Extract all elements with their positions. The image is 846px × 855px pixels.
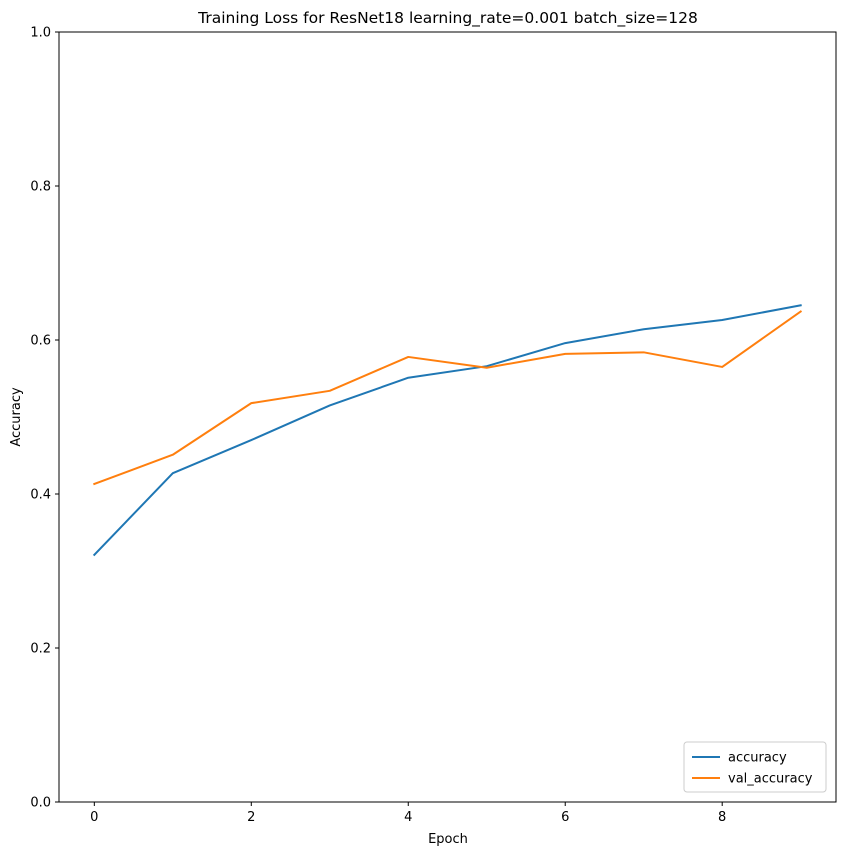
- y-tick-label: 0.0: [30, 796, 51, 811]
- x-tick-label: 8: [718, 810, 726, 825]
- axes-frame: [59, 32, 836, 802]
- chart-title: Training Loss for ResNet18 learning_rate…: [197, 9, 698, 28]
- series-line-val_accuracy: [94, 312, 800, 484]
- y-tick-label: 1.0: [30, 26, 51, 41]
- y-tick-label: 0.8: [30, 180, 51, 195]
- legend-label-val_accuracy: val_accuracy: [728, 772, 813, 787]
- y-tick-label: 0.4: [30, 488, 51, 503]
- series-line-accuracy: [94, 305, 800, 554]
- legend-label-accuracy: accuracy: [728, 751, 787, 766]
- y-tick-label: 0.2: [30, 642, 51, 657]
- x-tick-label: 2: [247, 810, 255, 825]
- plot-area: 0 2 4 6 8 0.0 0.2 0.4 0.6 0.8 1.0: [30, 26, 836, 826]
- legend: accuracy val_accuracy: [684, 742, 826, 792]
- x-axis-label: Epoch: [428, 832, 468, 847]
- x-tick-label: 4: [404, 810, 412, 825]
- y-axis-label: Accuracy: [9, 387, 24, 447]
- y-tick-label: 0.6: [30, 334, 51, 349]
- x-tick-label: 6: [561, 810, 569, 825]
- x-tick-label: 0: [90, 810, 98, 825]
